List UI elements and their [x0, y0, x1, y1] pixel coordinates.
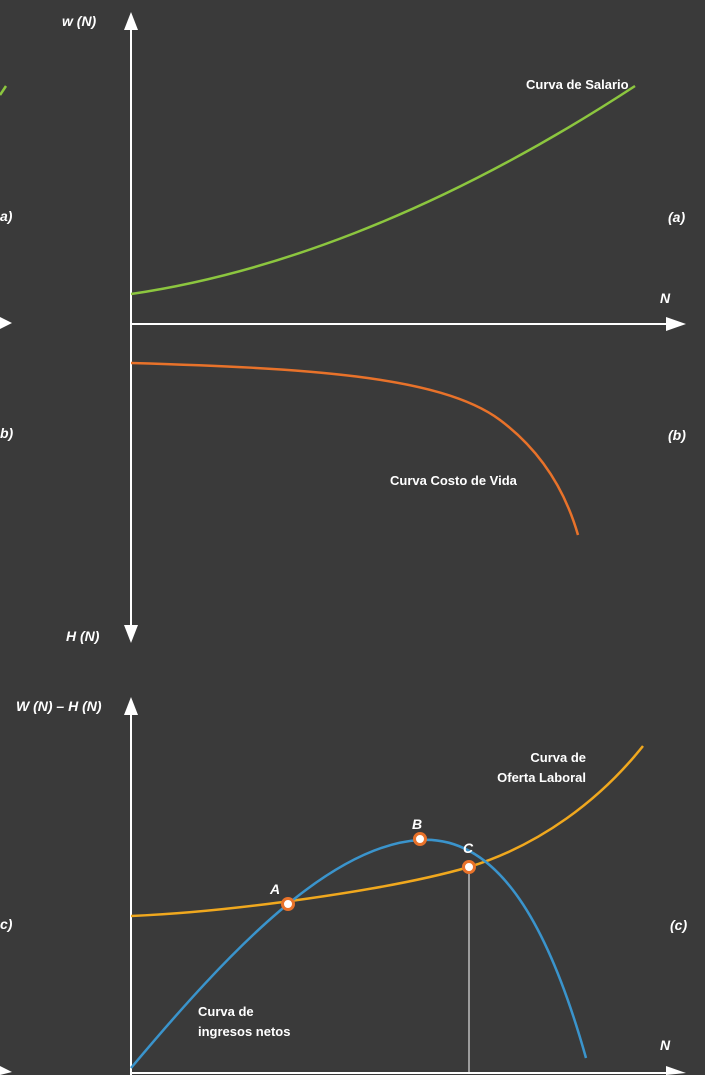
income-curve-label-line1: Curva de: [198, 1004, 254, 1019]
wage-curve-label: Curva de Salario: [526, 77, 629, 92]
top-x-axis-label: N: [660, 290, 671, 306]
y-axis-up-label: w (N): [62, 13, 97, 29]
bottom-axis-right-arrow: [666, 1066, 686, 1075]
bottom-y-axis-label: W (N) – H (N): [16, 698, 102, 714]
supply-curve-label-line2: Oferta Laboral: [497, 770, 586, 785]
left-edge-arrow: [0, 317, 12, 329]
marker-a: (a): [668, 209, 685, 225]
income-curve-label-line2: ingresos netos: [198, 1024, 290, 1039]
bottom-x-axis-label: N: [660, 1037, 671, 1053]
top-axis-down-arrow: [124, 625, 138, 643]
point-c-label: C: [463, 840, 474, 856]
top-axis-right-arrow: [666, 317, 686, 331]
y-axis-down-label: H (N): [66, 628, 100, 644]
left-marker-b: b): [0, 425, 14, 441]
marker-b: (b): [668, 427, 686, 443]
cost-curve-label: Curva Costo de Vida: [390, 473, 518, 488]
labor-supply-curve: [130, 745, 644, 918]
point-a-marker: [281, 897, 295, 911]
top-axis-up-arrow: [124, 12, 138, 30]
point-b-label: B: [412, 816, 422, 832]
wage-curve: [130, 84, 636, 296]
marker-c: (c): [670, 917, 687, 933]
supply-curve-label-line1: Curva de: [530, 750, 586, 765]
bottom-axis-up-arrow: [124, 697, 138, 715]
point-b-marker: [413, 832, 427, 846]
point-c-marker: [462, 860, 476, 874]
left-edge-wage-fragment: [0, 85, 8, 96]
left-marker-c: c): [0, 916, 13, 932]
point-a-label: A: [269, 881, 280, 897]
left-marker-a: a): [0, 208, 13, 224]
cost-of-living-curve: [130, 361, 580, 536]
left-edge-arrow-bottom: [0, 1066, 12, 1075]
